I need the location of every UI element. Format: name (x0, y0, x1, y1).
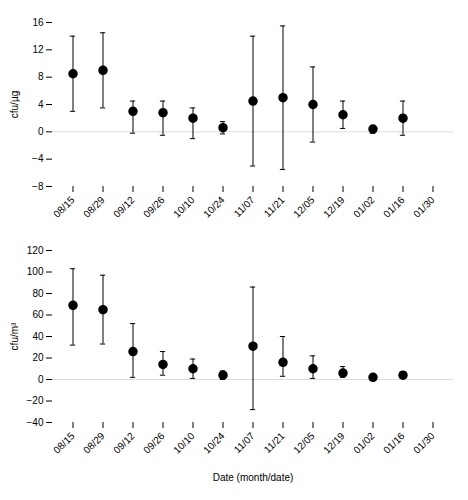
svg-text:20: 20 (32, 352, 44, 363)
svg-text:0: 0 (38, 374, 44, 385)
svg-text:16: 16 (32, 17, 44, 28)
svg-text:08/15: 08/15 (51, 194, 77, 220)
svg-text:01/16: 01/16 (381, 194, 407, 220)
svg-text:−20: −20 (27, 395, 44, 406)
svg-text:09/26: 09/26 (141, 430, 167, 456)
svg-text:−8: −8 (32, 181, 44, 192)
svg-text:0: 0 (38, 126, 44, 137)
svg-text:08/29: 08/29 (81, 194, 107, 220)
svg-text:cfu/µg: cfu/µg (9, 91, 20, 118)
svg-text:10/24: 10/24 (201, 430, 227, 456)
svg-text:09/12: 09/12 (111, 194, 137, 220)
svg-text:cfu/m³: cfu/m³ (9, 322, 20, 350)
svg-text:−4: −4 (32, 153, 44, 164)
svg-text:100: 100 (27, 266, 44, 277)
svg-text:01/30: 01/30 (411, 194, 437, 220)
svg-text:80: 80 (32, 288, 44, 299)
svg-text:11/21: 11/21 (262, 194, 287, 219)
svg-text:10/10: 10/10 (171, 194, 197, 220)
svg-text:10/10: 10/10 (171, 430, 197, 456)
svg-text:09/26: 09/26 (141, 194, 167, 220)
svg-text:40: 40 (32, 331, 44, 342)
svg-text:11/07: 11/07 (232, 430, 257, 455)
svg-text:12/05: 12/05 (291, 194, 317, 220)
svg-text:12/19: 12/19 (321, 430, 347, 456)
svg-text:Date (month/date): Date (month/date) (213, 472, 294, 483)
svg-text:12: 12 (32, 44, 44, 55)
svg-text:01/16: 01/16 (381, 430, 407, 456)
svg-text:4: 4 (38, 99, 44, 110)
svg-text:12/19: 12/19 (321, 194, 347, 220)
svg-text:08/29: 08/29 (81, 430, 107, 456)
svg-text:01/30: 01/30 (411, 430, 437, 456)
svg-text:8: 8 (38, 71, 44, 82)
svg-text:11/21: 11/21 (262, 430, 287, 455)
svg-text:10/24: 10/24 (201, 194, 227, 220)
svg-text:01/02: 01/02 (351, 194, 377, 220)
svg-text:01/02: 01/02 (351, 430, 377, 456)
svg-text:08/15: 08/15 (51, 430, 77, 456)
svg-text:09/12: 09/12 (111, 430, 137, 456)
svg-text:120: 120 (27, 245, 44, 256)
svg-text:60: 60 (32, 309, 44, 320)
svg-text:11/07: 11/07 (232, 194, 257, 219)
svg-text:12/05: 12/05 (291, 430, 317, 456)
svg-text:−40: −40 (27, 417, 44, 428)
